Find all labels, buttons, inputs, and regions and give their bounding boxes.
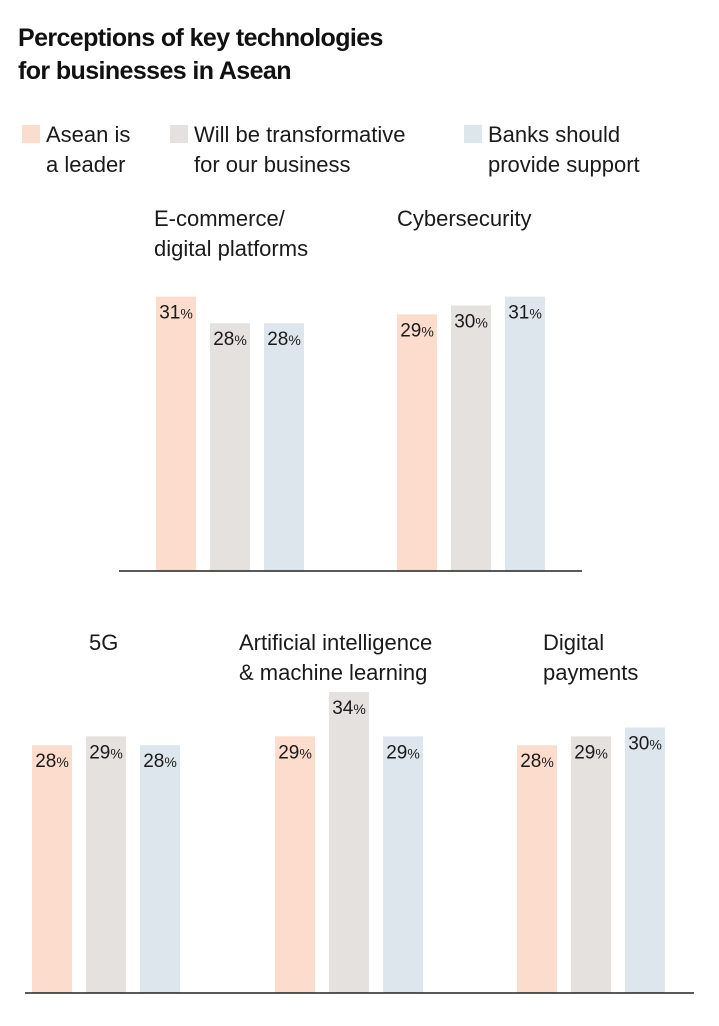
category-label: 5G — [89, 630, 118, 655]
legend-label-line-1: Will be transformative — [194, 122, 406, 147]
legend-swatch-transformative — [170, 125, 188, 143]
data-label: 29% — [278, 742, 312, 763]
legend-label-line-2: provide support — [488, 152, 640, 177]
bar — [625, 727, 665, 993]
bar — [210, 323, 250, 571]
category-label: Artificial intelligence & machine learnin… — [239, 630, 432, 685]
data-label: 30% — [628, 734, 662, 755]
data-label: 28% — [213, 329, 247, 350]
data-label: 34% — [332, 698, 366, 719]
legend-label-line-1: Asean is — [46, 122, 131, 147]
data-label: 28% — [267, 329, 301, 350]
legend-label-line-1: Banks should — [488, 122, 621, 147]
data-label: 29% — [386, 742, 420, 763]
data-label: 30% — [454, 312, 488, 333]
bar — [571, 736, 611, 993]
data-label: 28% — [35, 751, 69, 772]
data-label: 29% — [89, 742, 123, 763]
legend-label-transformative: Will be transformative for our business — [194, 120, 406, 180]
legend-label-asean-leader: Asean is a leader — [46, 120, 130, 180]
data-label: 31% — [508, 303, 542, 324]
bar — [383, 736, 423, 993]
bar — [32, 745, 72, 993]
bar — [140, 745, 180, 993]
category-label: E-commerce/digital platforms — [154, 206, 308, 261]
legend-label-line-2: for our business — [194, 152, 351, 177]
chart-title-line-2: for businesses in Asean — [18, 57, 291, 85]
bar — [264, 323, 304, 571]
bar — [329, 692, 369, 993]
data-label: 28% — [520, 751, 554, 772]
bar — [505, 296, 545, 571]
data-label: 29% — [400, 320, 434, 341]
chart-title: Perceptions of key technologies for busi… — [18, 22, 383, 88]
bar — [451, 305, 491, 571]
bar — [86, 736, 126, 993]
chart-title-line-1: Perceptions of key technologies — [18, 24, 383, 52]
category-label: Cybersecurity — [397, 206, 531, 231]
bar — [156, 296, 196, 571]
bar — [397, 314, 437, 571]
legend-swatch-asean-leader — [22, 125, 40, 143]
bar — [517, 745, 557, 993]
legend-label-banks-support: Banks should provide support — [488, 120, 640, 180]
bar — [275, 736, 315, 993]
legend-label-line-2: a leader — [46, 152, 126, 177]
legend-swatch-banks-support — [464, 125, 482, 143]
category-label: Digital payments — [543, 630, 638, 685]
data-label: 28% — [143, 751, 177, 772]
data-label: 31% — [159, 303, 193, 324]
data-label: 29% — [574, 742, 608, 763]
